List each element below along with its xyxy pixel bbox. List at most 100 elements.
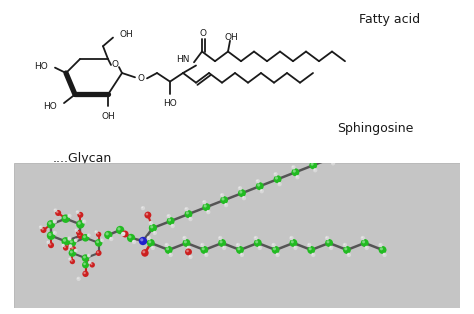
Circle shape bbox=[49, 243, 51, 246]
Circle shape bbox=[218, 236, 222, 240]
Circle shape bbox=[361, 236, 363, 238]
Circle shape bbox=[204, 253, 209, 257]
Circle shape bbox=[74, 229, 78, 232]
Circle shape bbox=[109, 237, 113, 241]
Circle shape bbox=[149, 224, 157, 232]
Circle shape bbox=[313, 168, 318, 172]
Circle shape bbox=[236, 243, 240, 247]
Circle shape bbox=[83, 263, 86, 265]
Circle shape bbox=[349, 154, 353, 159]
Circle shape bbox=[106, 232, 109, 236]
Circle shape bbox=[224, 203, 228, 207]
Circle shape bbox=[68, 257, 72, 261]
Circle shape bbox=[76, 277, 81, 281]
Circle shape bbox=[69, 249, 76, 257]
Circle shape bbox=[184, 240, 187, 243]
Circle shape bbox=[48, 222, 52, 225]
Circle shape bbox=[225, 204, 226, 205]
Circle shape bbox=[182, 239, 191, 247]
Circle shape bbox=[47, 231, 55, 240]
Circle shape bbox=[165, 246, 173, 254]
Circle shape bbox=[272, 244, 274, 245]
Circle shape bbox=[122, 230, 128, 237]
Text: Sphingosine: Sphingosine bbox=[337, 122, 413, 135]
Circle shape bbox=[70, 246, 76, 252]
Circle shape bbox=[240, 253, 244, 257]
Circle shape bbox=[77, 212, 83, 218]
Text: OH: OH bbox=[101, 112, 115, 121]
Circle shape bbox=[327, 151, 331, 155]
Circle shape bbox=[87, 233, 91, 237]
Circle shape bbox=[62, 244, 64, 246]
Circle shape bbox=[295, 175, 300, 179]
Circle shape bbox=[151, 246, 155, 250]
Circle shape bbox=[62, 214, 70, 223]
Circle shape bbox=[383, 253, 387, 257]
Circle shape bbox=[150, 225, 153, 228]
Circle shape bbox=[379, 246, 386, 254]
Circle shape bbox=[95, 239, 102, 247]
Circle shape bbox=[140, 238, 143, 241]
Circle shape bbox=[54, 209, 55, 210]
Circle shape bbox=[47, 220, 55, 229]
Circle shape bbox=[344, 244, 345, 245]
Circle shape bbox=[363, 138, 365, 140]
Circle shape bbox=[186, 246, 191, 250]
Circle shape bbox=[200, 243, 204, 247]
Circle shape bbox=[346, 253, 351, 257]
Circle shape bbox=[361, 239, 369, 247]
Circle shape bbox=[309, 158, 313, 162]
Circle shape bbox=[202, 203, 210, 211]
Circle shape bbox=[142, 251, 146, 253]
Text: OH: OH bbox=[120, 30, 134, 39]
Circle shape bbox=[276, 253, 278, 255]
Circle shape bbox=[63, 245, 68, 251]
Circle shape bbox=[88, 254, 89, 256]
Circle shape bbox=[141, 206, 145, 210]
Circle shape bbox=[255, 236, 256, 238]
Circle shape bbox=[70, 240, 73, 243]
Circle shape bbox=[96, 232, 101, 237]
Circle shape bbox=[307, 243, 311, 247]
Circle shape bbox=[328, 156, 331, 159]
Circle shape bbox=[189, 256, 191, 257]
Text: O: O bbox=[137, 74, 145, 83]
Circle shape bbox=[223, 246, 224, 248]
Circle shape bbox=[147, 239, 155, 247]
Circle shape bbox=[121, 232, 125, 236]
Circle shape bbox=[71, 247, 73, 249]
Circle shape bbox=[201, 246, 208, 254]
Circle shape bbox=[273, 175, 282, 183]
Circle shape bbox=[77, 231, 79, 233]
Circle shape bbox=[48, 233, 52, 236]
Circle shape bbox=[146, 236, 151, 240]
Circle shape bbox=[238, 187, 240, 188]
Circle shape bbox=[55, 210, 61, 216]
Circle shape bbox=[83, 272, 86, 274]
Circle shape bbox=[71, 260, 73, 262]
Circle shape bbox=[346, 145, 347, 147]
Circle shape bbox=[293, 246, 298, 250]
Circle shape bbox=[278, 183, 280, 184]
Circle shape bbox=[171, 224, 175, 228]
Circle shape bbox=[242, 196, 246, 200]
Circle shape bbox=[154, 231, 155, 233]
Circle shape bbox=[48, 242, 54, 248]
Circle shape bbox=[128, 235, 131, 238]
Circle shape bbox=[238, 186, 242, 190]
Circle shape bbox=[325, 236, 329, 240]
Circle shape bbox=[167, 217, 174, 225]
Circle shape bbox=[70, 259, 75, 264]
Circle shape bbox=[46, 241, 50, 244]
Circle shape bbox=[254, 239, 262, 247]
Circle shape bbox=[189, 218, 191, 219]
Circle shape bbox=[220, 196, 228, 204]
Circle shape bbox=[292, 166, 294, 167]
Circle shape bbox=[148, 240, 151, 243]
Circle shape bbox=[218, 239, 226, 247]
Circle shape bbox=[146, 213, 148, 215]
Circle shape bbox=[101, 239, 102, 241]
Circle shape bbox=[277, 182, 282, 187]
Circle shape bbox=[290, 239, 297, 247]
Circle shape bbox=[68, 237, 70, 239]
